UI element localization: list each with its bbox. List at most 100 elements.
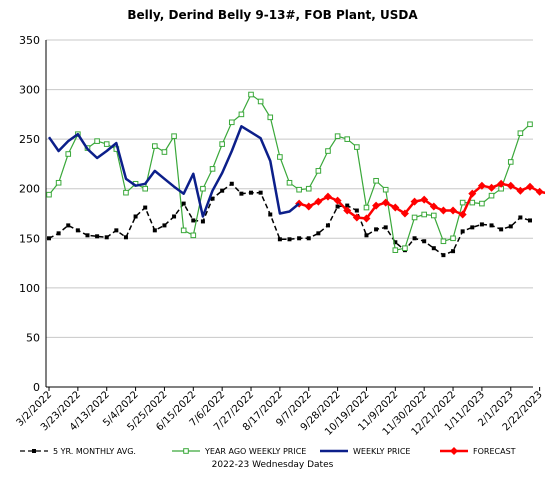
data-point <box>103 141 110 147</box>
y-tick-label: 300 <box>19 84 40 97</box>
data-point <box>316 231 321 236</box>
data-point <box>143 205 148 210</box>
data-point <box>286 179 293 186</box>
data-point <box>439 206 448 215</box>
data-point <box>354 144 360 150</box>
data-point <box>391 203 400 212</box>
data-point <box>335 204 340 209</box>
data-point <box>470 225 475 230</box>
data-point <box>528 218 532 223</box>
data-point <box>508 224 513 229</box>
data-point <box>517 130 524 136</box>
data-point <box>65 151 72 157</box>
data-point <box>46 191 52 198</box>
data-point <box>258 190 263 195</box>
series-line <box>48 183 531 256</box>
data-point <box>95 234 100 239</box>
data-point <box>229 181 234 186</box>
data-point <box>421 211 427 218</box>
data-point <box>487 183 496 192</box>
data-point <box>314 197 323 206</box>
data-point <box>180 227 187 234</box>
data-point <box>469 199 476 206</box>
data-point <box>400 209 409 218</box>
data-point <box>47 236 51 241</box>
data-point <box>219 141 225 147</box>
data-point <box>489 223 494 228</box>
data-point <box>200 185 206 192</box>
data-point <box>181 201 186 206</box>
data-point <box>209 166 216 172</box>
data-point <box>123 189 129 196</box>
data-point <box>392 247 399 253</box>
data-point <box>85 233 90 238</box>
data-point <box>334 133 341 139</box>
data-point <box>239 191 244 196</box>
data-point <box>94 138 100 144</box>
data-point <box>535 187 544 196</box>
data-point <box>161 149 168 155</box>
data-point <box>172 214 177 219</box>
data-point <box>257 98 264 105</box>
data-point <box>373 177 379 184</box>
data-point <box>345 203 350 208</box>
data-point <box>458 210 467 219</box>
data-point <box>123 235 128 240</box>
data-point <box>381 198 390 207</box>
data-point <box>479 200 485 207</box>
data-point <box>56 231 61 236</box>
data-point <box>459 199 466 206</box>
data-point <box>383 225 388 230</box>
data-point <box>526 182 534 191</box>
data-point <box>497 179 506 188</box>
data-point <box>114 228 119 233</box>
data-point <box>393 240 398 245</box>
data-point <box>450 447 458 455</box>
data-point <box>249 190 254 195</box>
data-point <box>162 223 167 228</box>
data-point <box>315 168 322 174</box>
data-point <box>354 208 359 213</box>
y-tick-label: 100 <box>19 282 40 295</box>
data-point <box>527 121 533 128</box>
data-point <box>325 148 331 154</box>
data-point <box>287 237 292 242</box>
data-point <box>412 236 417 241</box>
data-point <box>343 206 352 215</box>
y-tick-label: 150 <box>19 232 40 245</box>
data-point <box>363 204 370 211</box>
legend-label: FORECAST <box>473 447 516 456</box>
data-point <box>55 179 62 186</box>
data-point <box>267 114 274 121</box>
data-point <box>305 185 312 192</box>
data-point <box>190 232 197 239</box>
y-tick-label: 250 <box>19 133 40 146</box>
y-tick-label: 0 <box>33 381 40 394</box>
data-point <box>333 196 342 205</box>
chart-title: Belly, Derind Belly 9-13#, FOB Plant, US… <box>127 8 418 22</box>
data-point <box>402 245 408 251</box>
series-line <box>48 93 531 251</box>
data-point <box>441 253 446 258</box>
data-point <box>449 206 458 215</box>
data-point <box>228 119 235 126</box>
data-point <box>238 111 245 118</box>
data-point <box>422 239 427 244</box>
data-point <box>75 228 80 233</box>
y-tick-label: 350 <box>19 34 40 47</box>
data-point <box>382 186 389 193</box>
data-point <box>171 133 177 139</box>
data-point <box>451 249 456 254</box>
data-point <box>499 227 504 232</box>
data-point <box>420 195 429 204</box>
data-point <box>304 202 313 211</box>
data-point <box>431 212 437 219</box>
data-point <box>277 154 283 160</box>
legend-label: 5 YR. MONTHLY AVG. <box>53 447 136 456</box>
data-point <box>133 214 138 219</box>
data-point <box>506 181 515 190</box>
data-point <box>488 192 495 199</box>
data-point <box>516 186 525 195</box>
